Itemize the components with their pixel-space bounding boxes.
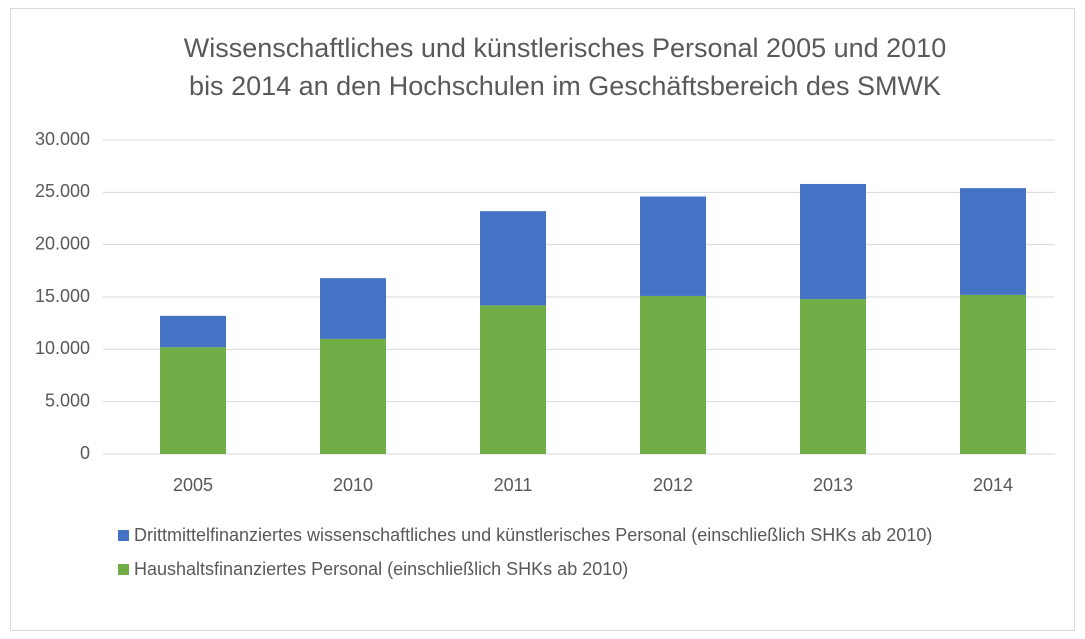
y-tick-label: 10.000	[35, 338, 90, 358]
bar-segment	[960, 294, 1026, 454]
bar-segment	[160, 347, 226, 454]
bar-segment	[320, 338, 386, 454]
chart-border	[10, 8, 1075, 631]
legend-swatch	[118, 530, 129, 541]
y-tick-label: 20.000	[35, 233, 90, 253]
x-tick-label: 2010	[333, 475, 373, 495]
chart-title: bis 2014 an den Hochschulen im Geschäfts…	[189, 71, 941, 101]
bar-segment	[960, 188, 1026, 295]
legend-swatch	[118, 564, 129, 575]
y-tick-label: 0	[80, 443, 90, 463]
y-tick-label: 30.000	[35, 129, 90, 149]
x-tick-label: 2005	[173, 475, 213, 495]
x-tick-label: 2011	[494, 475, 533, 495]
legend-entry: Drittmittelfinanziertes wissenschaftlich…	[118, 522, 1038, 548]
bar-segment	[480, 211, 546, 306]
bar-segment	[640, 196, 706, 296]
bar-segment	[160, 315, 226, 348]
legend-label: Haushaltsfinanziertes Personal (einschli…	[134, 559, 629, 579]
legend-entry: Haushaltsfinanziertes Personal (einschli…	[118, 556, 1038, 582]
legend: Drittmittelfinanziertes wissenschaftlich…	[118, 522, 1038, 590]
legend-label: Drittmittelfinanziertes wissenschaftlich…	[134, 525, 933, 545]
y-tick-label: 5.000	[45, 390, 90, 410]
x-tick-label: 2012	[653, 475, 693, 495]
bar-segment	[480, 305, 546, 454]
x-tick-label: 2013	[813, 475, 853, 495]
chart-title: Wissenschaftliches und künstlerisches Pe…	[184, 33, 946, 63]
y-tick-label: 15.000	[35, 286, 90, 306]
y-tick-label: 25.000	[35, 181, 90, 201]
bar-segment	[800, 299, 866, 454]
bar-segment	[320, 278, 386, 339]
bar-segment	[640, 295, 706, 454]
bar-segment	[800, 183, 866, 300]
x-tick-label: 2014	[973, 475, 1013, 495]
